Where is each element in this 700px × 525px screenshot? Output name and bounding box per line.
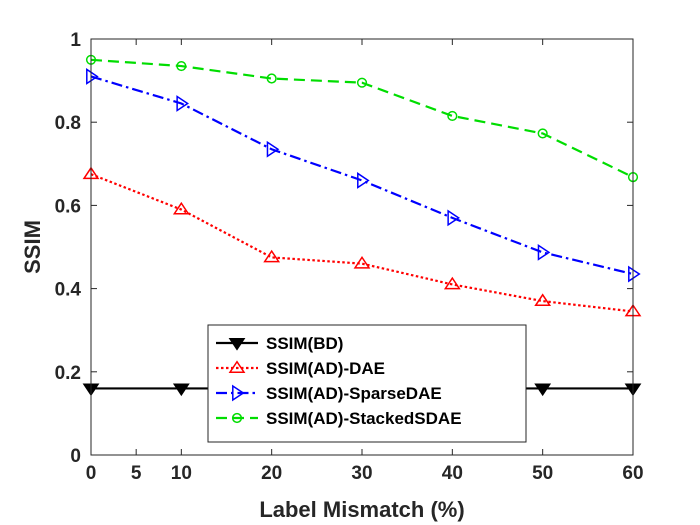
data-point [86, 68, 99, 85]
y-tick-label: 0.4 [55, 280, 82, 301]
data-point [172, 383, 190, 397]
y-tick-label: 0.2 [55, 363, 81, 384]
legend-marker [231, 412, 243, 424]
x-tick-label: 60 [622, 463, 643, 484]
data-point [534, 293, 552, 307]
x-tick-label: 5 [131, 463, 142, 484]
legend-item: SSIM(AD)-DAE [216, 359, 385, 378]
series-line [90, 173, 634, 313]
legend-marker [232, 384, 245, 402]
data-point [353, 255, 371, 269]
legend-marker [228, 338, 246, 351]
data-point [176, 60, 187, 72]
legend-label: SSIM(AD)-StackedSDAE [266, 409, 462, 428]
legend-item: SSIM(AD)-SparseDAE [216, 384, 442, 403]
data-point [447, 110, 458, 122]
legend-label: SSIM(AD)-DAE [266, 359, 385, 378]
data-point [266, 73, 277, 84]
data-point [537, 128, 548, 139]
data-point [534, 383, 552, 397]
x-tick-label: 20 [261, 463, 282, 484]
data-point [357, 172, 370, 189]
x-tick-label: 0 [86, 463, 97, 484]
series-4 [85, 54, 639, 183]
legend-item: SSIM(BD) [216, 334, 343, 353]
data-point [263, 249, 281, 263]
data-point [356, 77, 368, 88]
y-tick-label: 1 [70, 30, 81, 51]
y-axis-label: SSIM [20, 220, 45, 274]
data-point [628, 265, 641, 283]
legend-box [207, 324, 527, 443]
data-point [537, 244, 551, 261]
series-line [90, 75, 634, 276]
y-tick-label: 0.6 [55, 196, 81, 217]
data-point [443, 276, 461, 290]
legend-label: SSIM(BD) [266, 334, 343, 353]
legend-marker [228, 360, 246, 373]
series-3 [86, 68, 641, 283]
data-point [172, 201, 190, 215]
legend-label: SSIM(AD)-SparseDAE [266, 384, 442, 403]
legend-item: SSIM(AD)-StackedSDAE [216, 409, 462, 428]
x-tick-label: 50 [532, 463, 553, 484]
y-tick-label: 0.8 [55, 113, 81, 134]
series-line [90, 58, 634, 179]
x-tick-label: 30 [351, 463, 372, 484]
x-axis-label: Label Mismatch (%) [259, 497, 464, 522]
data-point [447, 209, 460, 227]
data-point [266, 140, 280, 158]
axes-layer: 0 5 10 20 30 40 50 60 0 0.2 0.4 0.6 0.8 1 [55, 30, 644, 484]
x-tick-label: 40 [442, 463, 463, 484]
legend: SSIM(BD) SSIM(AD)-DAE SSIM(AD)-SparseDAE SS… [207, 324, 527, 443]
y-tick-label: 0 [70, 446, 81, 467]
x-tick-label: 10 [171, 463, 192, 484]
data-point [176, 95, 189, 112]
